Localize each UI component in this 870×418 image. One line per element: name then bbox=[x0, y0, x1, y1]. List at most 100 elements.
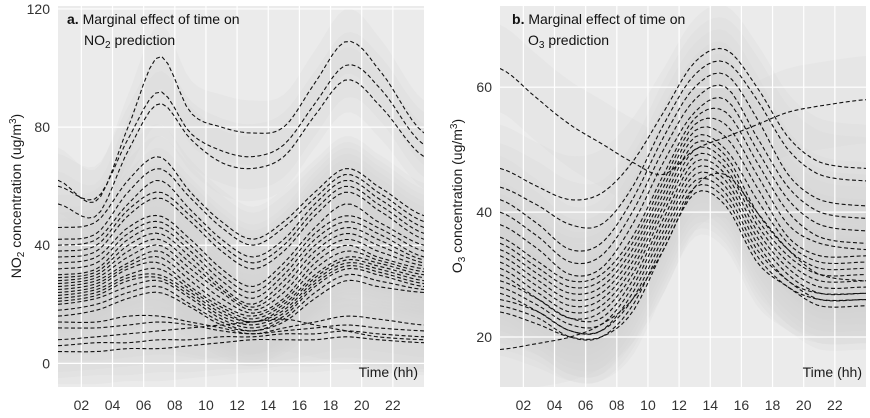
panel-a-curve-22 bbox=[58, 273, 424, 332]
panel-a-y-axis-label: NO2 concentration (ug/m3) bbox=[8, 114, 27, 278]
panel-b-band-7 bbox=[500, 64, 866, 326]
panel-a-letter: a bbox=[67, 11, 75, 27]
panel-b-title-line2: O3 prediction bbox=[528, 32, 609, 51]
panel-b-curve-14 bbox=[500, 158, 866, 323]
panel-a-curves bbox=[58, 40, 424, 353]
panel-a-curve-18 bbox=[58, 258, 424, 323]
panel-a-title-rest: prediction bbox=[111, 32, 176, 48]
panel-a-curve-14 bbox=[58, 238, 424, 311]
panel-b-title-o: O bbox=[528, 32, 539, 48]
panel-b-band-1 bbox=[500, 24, 866, 219]
panel-b-x-tick-label: 12 bbox=[671, 397, 687, 413]
panel-a-curve-23 bbox=[58, 279, 424, 332]
panel-b-curve-8 bbox=[500, 117, 866, 289]
panel-a-curve-12 bbox=[58, 227, 424, 305]
panel-b-curve-13 bbox=[500, 152, 866, 320]
panel-a-x-tick-label: 02 bbox=[74, 397, 90, 413]
panel-a-x-ticks: 02 04 06 08 10 12 14 16 18 20 22 bbox=[74, 397, 401, 413]
panel-a-curve-8 bbox=[58, 191, 424, 270]
panel-a-curve-9 bbox=[58, 203, 424, 288]
panel-a-curve-1 bbox=[58, 40, 424, 203]
panel-a-title-text: Marginal effect of time on bbox=[83, 11, 240, 27]
panel-b-curve-2 bbox=[500, 47, 866, 201]
panel-b-band-3 bbox=[500, 17, 866, 272]
panel-b-x-tick-label: 04 bbox=[547, 397, 563, 413]
panel-a-x-tick-label: 18 bbox=[323, 397, 339, 413]
panel-a-title-no: NO bbox=[84, 32, 105, 48]
panel-a-curve-13 bbox=[58, 232, 424, 308]
panel-a-band-9 bbox=[58, 171, 424, 319]
panel-a-band-10 bbox=[58, 183, 424, 325]
panel-a-no2: 0 40 80 120 02 04 06 08 10 12 14 16 18 20 22 NO2 conc… bbox=[8, 1, 424, 413]
panel-b-curve-12 bbox=[500, 146, 866, 314]
panel-a-band-25 bbox=[58, 289, 424, 367]
panel-b-curve-17 bbox=[500, 177, 866, 335]
panel-a-band-8 bbox=[58, 159, 424, 302]
panel-a-curve-28 bbox=[58, 336, 424, 353]
panel-a-band-3 bbox=[58, 47, 424, 251]
panel-a-x-tick-label: 22 bbox=[385, 397, 401, 413]
panel-b-x-tick-label: 20 bbox=[796, 397, 812, 413]
panel-a-band-18 bbox=[58, 227, 424, 355]
panel-a-curve-26 bbox=[58, 318, 424, 341]
panel-b-title-sub: 3 bbox=[539, 40, 545, 51]
panel-b-x-ticks: 02 04 06 08 10 12 14 16 18 20 22 bbox=[516, 397, 843, 413]
panel-a-curve-5 bbox=[58, 168, 424, 246]
panel-b-title-text: Marginal effect of time on bbox=[528, 11, 685, 27]
panel-b-y-tick-label: 60 bbox=[476, 79, 492, 95]
panel-a-y-tick-label: 0 bbox=[42, 355, 50, 371]
panel-b-letter: b bbox=[512, 11, 521, 27]
panel-a-curve-15 bbox=[58, 244, 424, 314]
panel-b-band-6 bbox=[500, 53, 866, 320]
panel-b-curve-5 bbox=[500, 84, 866, 265]
panel-a-curve-4 bbox=[58, 156, 424, 240]
panel-b-x-tick-label: 18 bbox=[765, 397, 781, 413]
panel-a-curve-21 bbox=[58, 267, 424, 329]
panel-a-x-tick-label: 12 bbox=[229, 397, 245, 413]
panel-b-x-tick-label: 14 bbox=[702, 397, 718, 413]
panel-a-band-12 bbox=[58, 195, 424, 337]
panel-b-band-9 bbox=[500, 83, 866, 338]
panel-b-x-tick-label: 22 bbox=[827, 397, 843, 413]
panel-b-x-tick-label: 06 bbox=[578, 397, 594, 413]
panel-b-x-tick-label: 08 bbox=[609, 397, 625, 413]
panel-a-x-tick-label: 16 bbox=[292, 397, 308, 413]
panel-b-band-20 bbox=[500, 129, 866, 387]
panel-a-curve-27 bbox=[58, 330, 424, 347]
panel-b-curve-11 bbox=[500, 140, 866, 308]
panel-b-x-tick-label: 02 bbox=[516, 397, 532, 413]
panel-b-curve-1 bbox=[500, 68, 866, 176]
panel-b-band-10 bbox=[500, 90, 866, 345]
panel-a-y-tick-label: 80 bbox=[34, 119, 50, 135]
panel-a-curve-10 bbox=[58, 215, 424, 293]
panel-a-gridlines bbox=[58, 6, 424, 387]
panel-a-curve-25 bbox=[58, 321, 424, 335]
panel-a-band-1 bbox=[58, 8, 424, 235]
panel-a-title-sub: 2 bbox=[105, 40, 111, 51]
panel-a-band-4 bbox=[58, 124, 424, 272]
panel-b-band-5 bbox=[500, 41, 866, 308]
panel-a-x-tick-label: 08 bbox=[167, 397, 183, 413]
panel-b-curve-9 bbox=[500, 126, 866, 295]
panel-b-curve-4 bbox=[500, 72, 866, 252]
panel-a-band-23 bbox=[58, 247, 424, 364]
panel-a-band-22 bbox=[58, 241, 424, 364]
panel-a-band-11 bbox=[58, 189, 424, 331]
panel-b-curve-10 bbox=[500, 134, 866, 302]
panel-b-band-12 bbox=[500, 103, 866, 357]
panel-b-band-2 bbox=[500, 6, 866, 244]
panel-b-o3: 20 40 60 02 04 06 08 10 12 14 16 18 20 22 O3 concent… bbox=[449, 6, 866, 413]
panel-a-band-7 bbox=[58, 153, 424, 296]
panel-b-x-tick-label: 10 bbox=[640, 397, 656, 413]
panel-a-x-tick-label: 20 bbox=[354, 397, 370, 413]
panel-a-band-21 bbox=[58, 235, 424, 361]
panel-a-band-24 bbox=[58, 282, 424, 367]
panel-b-curve-16 bbox=[500, 171, 866, 335]
panel-b-gridlines bbox=[500, 6, 866, 387]
panel-a-band-13 bbox=[58, 201, 424, 340]
panel-b-x-tick-label: 16 bbox=[734, 397, 750, 413]
panel-b-band-8 bbox=[500, 74, 866, 332]
panel-a-x-tick-label: 06 bbox=[136, 397, 152, 413]
panel-b-band-19 bbox=[500, 147, 866, 384]
